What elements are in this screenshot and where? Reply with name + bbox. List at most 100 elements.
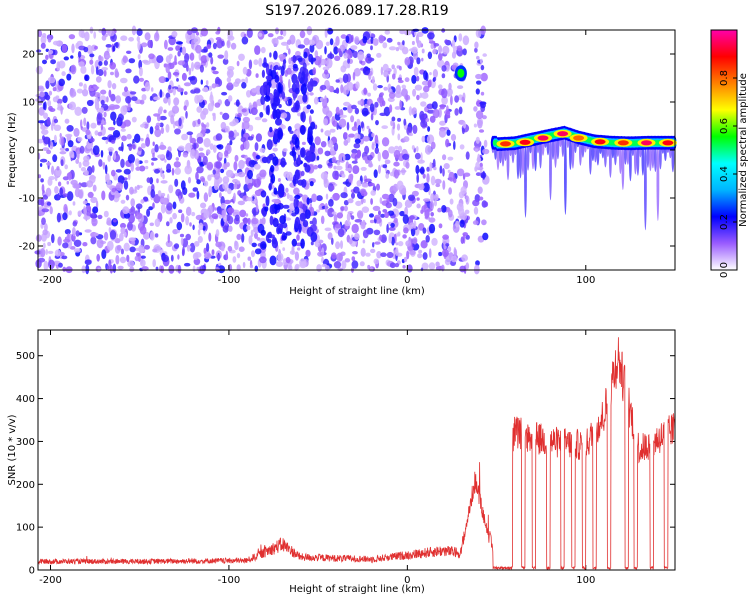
spectrogram-noise-cell — [44, 223, 48, 232]
spectrogram-noise-cell — [334, 55, 341, 61]
spectrogram-noise-cell — [264, 95, 271, 102]
spectrogram-noise-cell — [183, 105, 187, 111]
spectrogram-noise-cell — [193, 143, 197, 150]
spectrogram-noise-cell — [299, 212, 306, 222]
spectrogram-noise-cell — [344, 153, 351, 161]
spectrogram-noise-cell — [184, 165, 192, 175]
spectrogram-noise-cell — [212, 70, 219, 75]
spectrogram-noise-cell — [181, 46, 187, 56]
spectrogram-noise-cell — [160, 192, 166, 197]
spectrogram-noise-cell — [374, 101, 379, 108]
spectrogram-noise-cell — [454, 108, 459, 116]
spectrogram-noise-cell — [190, 39, 195, 50]
spectrogram-noise-cell — [121, 91, 129, 97]
spectrogram-noise-cell — [197, 236, 203, 243]
spectrogram-noise-cell — [80, 65, 87, 74]
spectrogram-noise-cell — [160, 198, 166, 203]
spectrogram-noise-cell — [241, 36, 249, 45]
spectrogram-noise-cell — [261, 69, 265, 78]
spectrogram-noise-cell — [37, 120, 45, 124]
spectrogram-noise-cell — [236, 60, 240, 67]
spectrogram-noise-cell — [89, 213, 97, 219]
spectrogram-noise-cell — [212, 144, 217, 153]
spectrogram-noise-cell — [300, 112, 304, 122]
spectrogram-noise-cell — [74, 106, 82, 117]
spectrogram-noise-cell — [331, 211, 337, 215]
colorbar-scale — [710, 29, 738, 271]
spectrogram-noise-cell — [191, 211, 196, 217]
spectrogram-noise-cell — [47, 100, 52, 107]
spectrogram-noise-cell — [431, 237, 438, 246]
spectrogram-noise-cell — [107, 80, 112, 89]
spectrogram-noise-cell — [441, 205, 447, 213]
spectrogram-noise-cell — [474, 41, 479, 49]
spectrogram-noise-cell — [40, 125, 46, 130]
spectrogram-noise-cell — [435, 183, 441, 188]
spectrogram-noise-cell — [397, 77, 402, 81]
spectrogram-noise-cell — [309, 43, 315, 53]
spectrogram-noise-cell — [280, 112, 288, 119]
spectrogram-noise-cell — [67, 171, 72, 181]
spectrogram-noise-cell — [247, 182, 253, 190]
spectrogram-noise-cell — [86, 180, 94, 188]
spectrogram-noise-cell — [373, 258, 380, 265]
spectrogram-noise-cell — [79, 145, 85, 154]
spectrogram-noise-cell — [455, 220, 460, 228]
spectrogram-noise-cell — [306, 104, 312, 110]
spectrogram-noise-cell — [47, 76, 56, 84]
spectrogram-noise-cell — [267, 61, 275, 68]
spectrogram-noise-cell — [189, 149, 196, 159]
spectrogram-noise-cell — [154, 125, 160, 131]
snr-ytick-label: 400 — [16, 394, 35, 405]
spectrogram-noise-cell — [221, 40, 225, 47]
spectrogram-noise-cell — [125, 96, 132, 104]
spectrogram-noise-cell — [465, 151, 470, 160]
spectrogram-noise-cell — [401, 88, 408, 97]
spectrogram-noise-cell — [134, 186, 137, 192]
spectrogram-xlabel: Height of straight line (km) — [289, 286, 425, 297]
spectrogram-smear-cell — [629, 143, 632, 182]
colorbar-tick-label: 0.8 — [719, 70, 730, 86]
spectrogram-noise-cell — [356, 118, 361, 126]
spectrogram-noise-cell — [371, 76, 375, 85]
spectrogram-noise-cell — [117, 175, 125, 185]
spectrogram-noise-cell — [260, 190, 267, 198]
spectrogram-noise-cell — [147, 39, 153, 49]
spectrogram-noise-cell — [262, 62, 269, 68]
spectrogram-noise-cell — [374, 214, 381, 220]
spectrogram-noise-cell — [82, 89, 89, 97]
spectrogram-noise-cell — [259, 111, 264, 118]
spectrogram-noise-cell — [388, 235, 393, 244]
spectrogram-noise-cell — [37, 102, 43, 106]
spectrogram-noise-cell — [217, 144, 224, 150]
spectrogram-noise-cell — [323, 118, 328, 126]
spectrogram-noise-cell — [327, 27, 334, 35]
spectrogram-noise-cell — [104, 164, 108, 175]
spectrogram-noise-cell — [394, 106, 401, 110]
spectrogram-noise-cell — [154, 32, 160, 42]
spectrogram-noise-cell — [334, 175, 339, 180]
spectrogram-noise-cell — [394, 263, 400, 268]
spectrogram-noise-cell — [298, 223, 302, 233]
spectrogram-noise-cell — [62, 95, 68, 104]
spectrogram-noise-cell — [408, 106, 413, 116]
spectrogram-noise-cell — [442, 45, 450, 55]
spectrogram-noise-cell — [177, 254, 180, 260]
spectrogram-noise-cell — [77, 51, 82, 58]
spectrogram-noise-cell — [47, 241, 51, 247]
spectrogram-noise-cell — [123, 242, 130, 252]
spectrogram-noise-cell — [391, 64, 396, 70]
spectrogram-noise-cell — [172, 212, 178, 220]
spectrogram-noise-cell — [401, 84, 407, 90]
spectrogram-noise-cell — [399, 29, 406, 35]
spectrogram-noise-cell — [320, 171, 328, 180]
spectrogram-noise-cell — [205, 149, 211, 155]
spectrogram-noise-cell — [167, 47, 174, 51]
spectrogram-noise-cell — [302, 220, 309, 228]
spectrogram-noise-cell — [465, 262, 470, 270]
spectrogram-noise-cell — [431, 101, 438, 110]
spectrogram-noise-cell — [194, 251, 202, 258]
spectrogram-noise-cell — [297, 201, 303, 208]
spectrogram-noise-cell — [87, 191, 94, 198]
spectrogram-noise-cell — [144, 32, 151, 41]
